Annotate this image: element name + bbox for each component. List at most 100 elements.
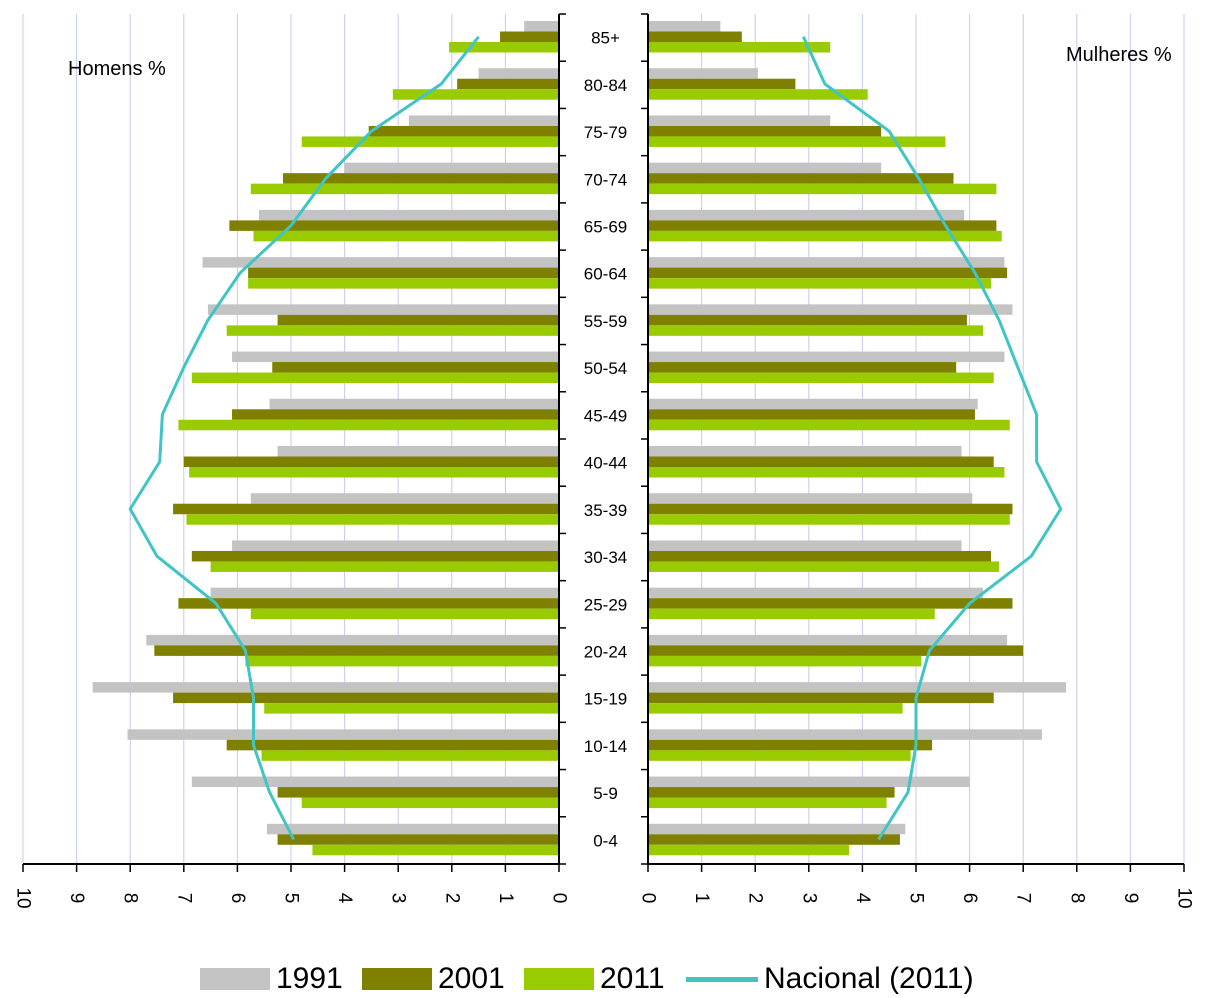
age-label-15-19: 15-19 <box>584 690 627 709</box>
bar-men-2001-30-34 <box>191 550 559 562</box>
bar-women-2001-85+ <box>648 31 742 42</box>
age-label-55-59: 55-59 <box>584 312 627 331</box>
women-x-tick-label: 9 <box>1120 893 1141 904</box>
line-women-nacional <box>802 36 1063 841</box>
bar-men-1991-55-59 <box>207 304 560 315</box>
bar-women-2011-70-74 <box>648 183 997 195</box>
bar-women-2001-60-64 <box>648 267 1008 279</box>
bar-men-2011-15-19 <box>264 703 559 714</box>
age-label-70-74: 70-74 <box>584 170 627 189</box>
legend-item-2011: 2011 <box>524 960 665 998</box>
bar-men-2011-80-84 <box>392 89 559 100</box>
age-labels: 85+ 80-84 75-79 70-74 65-69 60-64 55-59 50-54 45… <box>584 29 627 851</box>
age-label-60-64: 60-64 <box>584 265 627 284</box>
bar-women-2011-45-49 <box>648 419 1010 431</box>
bar-women-1991-45-49 <box>648 398 978 410</box>
men-x-tick-label: 3 <box>388 893 409 904</box>
age-label-25-29: 25-29 <box>584 595 627 614</box>
bar-women-2001-25-29 <box>648 598 1013 609</box>
bar-women-2001-80-84 <box>648 78 796 90</box>
bar-men-1991-75-79 <box>408 115 559 126</box>
legend-item-nacional: Nacional (2011) <box>686 960 974 998</box>
national-lines <box>128 35 1063 841</box>
men-x-tick-label: 9 <box>66 893 87 904</box>
bar-men-2001-55-59 <box>277 314 559 326</box>
bar-men-2011-35-39 <box>186 514 560 525</box>
bar-women-1991-65-69 <box>648 209 965 221</box>
men-x-tick-label: 2 <box>441 893 462 904</box>
bar-women-2011-55-59 <box>648 325 983 336</box>
bar-women-2011-65-69 <box>648 230 1002 242</box>
legend-swatch-2011 <box>524 968 594 990</box>
bar-men-2001-35-39 <box>173 503 559 515</box>
bar-women-1991-70-74 <box>648 162 882 174</box>
bar-men-2001-85+ <box>500 31 559 42</box>
age-label-0-4: 0-4 <box>593 831 618 850</box>
bar-women-2001-5-9 <box>648 787 895 798</box>
age-label-65-69: 65-69 <box>584 218 627 237</box>
bar-men-1991-20-24 <box>146 634 559 646</box>
age-label-35-39: 35-39 <box>584 501 627 520</box>
bar-women-2011-40-44 <box>648 467 1005 478</box>
bar-men-2001-10-14 <box>226 739 559 751</box>
legend-label-2001: 2001 <box>438 962 505 995</box>
bar-men-1991-65-69 <box>258 209 559 221</box>
bar-men-1991-60-64 <box>202 257 559 268</box>
bar-women-2011-25-29 <box>648 608 935 620</box>
women-x-tick-label: 8 <box>1066 893 1087 904</box>
bar-women-1991-15-19 <box>648 682 1067 693</box>
women-x-tick-label: 1 <box>691 893 712 904</box>
women-x-tick-label: 7 <box>1013 893 1034 904</box>
bar-men-2011-50-54 <box>191 372 559 384</box>
bar-women-2011-20-24 <box>648 655 922 667</box>
legend-swatch-nacional <box>686 976 758 982</box>
bar-men-2001-75-79 <box>368 125 559 137</box>
bar-men-2011-55-59 <box>226 325 559 336</box>
bar-men-2011-75-79 <box>301 136 559 147</box>
bar-women-1991-0-4 <box>648 823 906 835</box>
legend-label-nacional: Nacional (2011) <box>764 962 974 995</box>
bar-men-2011-30-34 <box>210 561 559 572</box>
bar-men-1991-30-34 <box>232 540 560 551</box>
bar-men-2011-5-9 <box>301 797 559 809</box>
bar-men-2011-40-44 <box>189 467 559 478</box>
age-label-45-49: 45-49 <box>584 406 627 425</box>
men-x-tick-label: 7 <box>173 893 194 904</box>
age-label-30-34: 30-34 <box>584 548 627 567</box>
women-x-tick-label: 10 <box>1174 887 1195 908</box>
bar-men-1991-50-54 <box>232 351 560 363</box>
legend-swatch-1991 <box>200 968 270 990</box>
bar-women-2011-50-54 <box>648 372 994 384</box>
bar-men-2001-80-84 <box>457 78 559 90</box>
bar-women-2001-75-79 <box>648 125 882 137</box>
bar-women-2001-0-4 <box>648 834 900 845</box>
legend-item-2001: 2001 <box>362 960 505 998</box>
men-x-tick-label: 10 <box>13 887 34 908</box>
bar-women-2011-60-64 <box>648 278 992 289</box>
line-men-nacional <box>128 35 480 841</box>
bar-women-2001-15-19 <box>648 692 994 704</box>
women-x-tick-label: 5 <box>906 893 927 904</box>
bar-men-2011-70-74 <box>250 183 560 195</box>
bar-women-1991-10-14 <box>648 729 1042 740</box>
men-x-tick-label: 0 <box>549 893 570 904</box>
bar-men-2001-60-64 <box>248 267 559 279</box>
bar-women-2001-55-59 <box>648 314 967 326</box>
bar-men-2001-45-49 <box>232 409 560 420</box>
legend-swatch-2001 <box>362 968 432 990</box>
bar-women-1991-25-29 <box>648 587 983 599</box>
bar-women-2011-15-19 <box>648 703 903 714</box>
bar-men-1991-25-29 <box>210 587 559 599</box>
bar-men-1991-15-19 <box>92 682 560 693</box>
bar-men-2001-65-69 <box>229 220 560 231</box>
age-label-85+: 85+ <box>591 29 620 48</box>
bar-women-2011-80-84 <box>648 89 868 100</box>
men-x-tick-label: 1 <box>495 893 516 904</box>
age-label-20-24: 20-24 <box>584 643 627 662</box>
bar-women-1991-5-9 <box>648 776 970 788</box>
bar-women-2011-30-34 <box>648 561 1000 572</box>
women-x-tick-label: 3 <box>798 893 819 904</box>
bar-men-1991-85+ <box>524 21 559 32</box>
bar-men-1991-35-39 <box>250 493 560 504</box>
bar-men-2011-60-64 <box>248 278 559 289</box>
